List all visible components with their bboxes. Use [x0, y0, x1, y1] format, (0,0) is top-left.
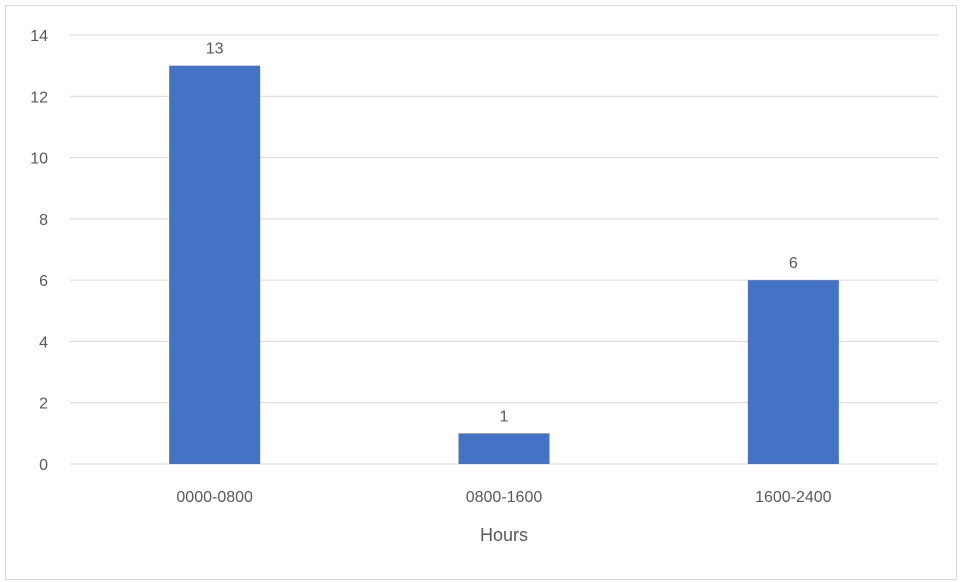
y-tick-label: 14: [30, 28, 48, 45]
data-label: 6: [789, 255, 798, 272]
x-tick-label: 1600-2400: [755, 489, 832, 506]
x-axis-ticks: 0000-0800 0800-1600 1600-2400: [176, 489, 831, 506]
x-tick-label: 0000-0800: [176, 489, 253, 506]
y-tick-label: 12: [30, 89, 48, 106]
bars: [169, 65, 839, 465]
y-tick-label: 10: [30, 151, 48, 168]
x-tick-label: 0800-1600: [466, 489, 543, 506]
data-label: 1: [500, 408, 509, 425]
bar: [458, 433, 550, 464]
data-labels: 13 1 6: [206, 41, 798, 426]
bar: [169, 65, 261, 465]
x-axis-title: Hours: [480, 525, 528, 545]
y-tick-label: 0: [39, 457, 48, 474]
y-tick-label: 2: [39, 396, 48, 413]
y-tick-label: 4: [39, 334, 48, 351]
data-label: 13: [206, 41, 224, 58]
y-axis-ticks: 0 2 4 6 8 10 12 14: [30, 28, 48, 474]
y-tick-label: 6: [39, 273, 48, 290]
bar: [747, 280, 839, 464]
y-tick-label: 8: [39, 212, 48, 229]
